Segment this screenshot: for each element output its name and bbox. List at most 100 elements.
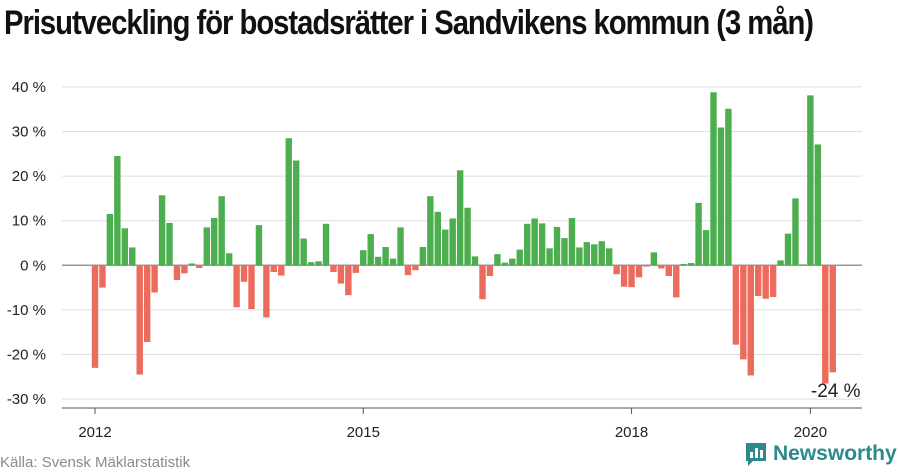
bar: [360, 250, 367, 266]
bar: [471, 256, 479, 266]
bar: [695, 202, 702, 266]
bar: [538, 223, 546, 266]
bars: [91, 92, 836, 384]
annotations: -24 %: [811, 381, 861, 402]
bar: [747, 265, 754, 376]
bar: [91, 265, 99, 368]
brand-name: Newsworthy: [773, 442, 897, 465]
bar: [129, 247, 136, 266]
bar: [412, 265, 419, 271]
bar: [509, 258, 516, 266]
bar: [374, 256, 382, 266]
bar: [620, 265, 628, 287]
bar: [188, 263, 196, 266]
bar: [725, 108, 732, 266]
y-tick-label: 40 %: [12, 79, 46, 96]
bar: [158, 195, 166, 266]
bar: [784, 233, 792, 266]
bar: [702, 230, 710, 266]
brand-logo: Newsworthy: [744, 441, 897, 467]
bar: [687, 263, 695, 266]
bar: [613, 265, 620, 275]
bar: [322, 223, 330, 266]
bar: [486, 265, 494, 276]
bar: [218, 196, 225, 266]
bar: [419, 247, 427, 266]
bar: [173, 265, 181, 281]
bar: [114, 156, 121, 266]
bar: [583, 242, 591, 266]
bar: [792, 198, 799, 266]
bar: [561, 238, 568, 266]
x-tick-label: 2020: [794, 424, 827, 441]
bar: [650, 252, 658, 266]
bar: [382, 247, 389, 266]
bar: [531, 218, 538, 266]
bar: [710, 92, 717, 266]
bar: [196, 265, 203, 268]
bar: [479, 265, 486, 300]
bar: [389, 258, 397, 266]
y-tick-label: -20 %: [7, 346, 46, 363]
y-tick-label: -30 %: [7, 391, 46, 408]
bar: [717, 127, 725, 266]
bar: [635, 265, 643, 278]
bar: [762, 265, 769, 299]
bar: [300, 238, 307, 266]
bar: [166, 222, 173, 266]
bar: [181, 265, 188, 274]
bar: [524, 223, 531, 266]
bar: [263, 265, 270, 318]
bar: [598, 241, 605, 266]
y-tick-label: 20 %: [12, 168, 46, 185]
bar: [121, 228, 129, 266]
source-note: Källa: Svensk Mäklarstatistik: [0, 454, 191, 471]
bar: [233, 265, 240, 308]
x-tick-label: 2015: [347, 424, 380, 441]
y-tick-label: 30 %: [12, 124, 46, 141]
bar: [494, 254, 501, 266]
bar: [99, 265, 106, 288]
bar: [151, 265, 158, 293]
bar: [501, 262, 509, 266]
bar: [292, 160, 300, 266]
y-axis: -30 % -20 % -10 % 0 % 10 % 20 % 30 % 40 %: [7, 79, 46, 408]
bar: [553, 226, 561, 266]
bar: [248, 265, 255, 309]
bar: [345, 265, 352, 296]
bar: [442, 229, 449, 266]
bar: [680, 263, 687, 266]
bar: [307, 262, 315, 266]
bar: [673, 265, 680, 298]
bar: [456, 170, 464, 266]
bar: [352, 265, 360, 273]
bar: [397, 227, 404, 266]
y-tick-label: 0 %: [20, 257, 46, 274]
bar: [270, 265, 278, 272]
bar: [769, 265, 777, 297]
bar: [732, 265, 740, 345]
bar: [814, 144, 822, 266]
bar: [740, 265, 747, 360]
chart-title: Prisutveckling för bostadsrätter i Sandv…: [4, 4, 814, 42]
data-label-last: -24 %: [811, 381, 861, 402]
bar: [807, 95, 814, 266]
bar: [143, 265, 151, 342]
bar: [546, 248, 553, 266]
bar: [605, 248, 613, 266]
newsworthy-logo-icon: [746, 443, 766, 466]
bar: [777, 260, 784, 266]
bar: [643, 265, 650, 267]
bar: [822, 265, 829, 384]
bar: [799, 264, 807, 266]
y-tick-label: 10 %: [12, 213, 46, 230]
bar: [330, 265, 337, 272]
bar: [285, 138, 292, 266]
bar: [568, 218, 576, 266]
bar: [240, 265, 248, 282]
x-axis: 2012 2015 2018 2020: [62, 407, 862, 441]
bar: [658, 265, 665, 269]
bar: [665, 265, 673, 276]
bar: [203, 227, 210, 266]
